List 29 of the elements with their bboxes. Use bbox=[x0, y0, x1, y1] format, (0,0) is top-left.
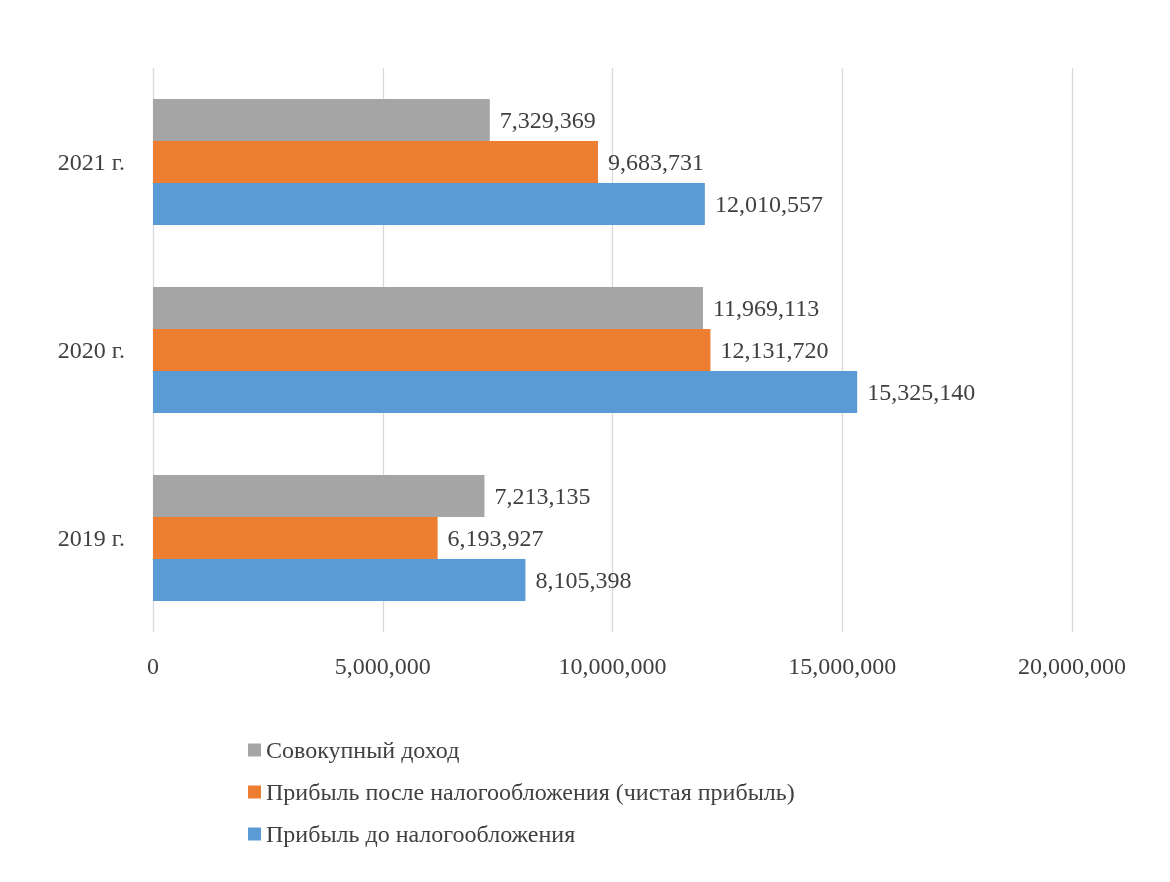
legend-label: Прибыль после налогообложения (чистая прибыль) bbox=[266, 779, 795, 805]
x-tick-label: 20,000,000 bbox=[1018, 653, 1126, 679]
bar bbox=[153, 517, 438, 559]
y-tick-label: 2021 г. bbox=[57, 149, 125, 175]
data-label: 7,329,369 bbox=[499, 107, 596, 133]
data-label: 12,131,720 bbox=[720, 337, 829, 363]
data-label: 9,683,731 bbox=[607, 149, 704, 175]
bar bbox=[153, 99, 490, 141]
data-label: 12,010,557 bbox=[714, 191, 823, 217]
data-label: 7,213,135 bbox=[494, 483, 591, 509]
bar bbox=[153, 475, 485, 517]
bar bbox=[153, 371, 858, 413]
bar bbox=[153, 287, 703, 329]
data-label: 8,105,398 bbox=[535, 567, 632, 593]
x-tick-label: 15,000,000 bbox=[788, 653, 897, 679]
x-tick-label: 5,000,000 bbox=[334, 653, 431, 679]
data-label: 6,193,927 bbox=[447, 525, 544, 551]
bar bbox=[153, 329, 711, 371]
x-tick-label: 0 bbox=[147, 653, 159, 679]
x-tick-label: 10,000,000 bbox=[558, 653, 667, 679]
data-label: 15,325,140 bbox=[867, 379, 976, 405]
legend-label: Прибыль до налогообложения bbox=[266, 821, 576, 847]
y-tick-label: 2020 г. bbox=[57, 337, 125, 363]
bar bbox=[153, 183, 705, 225]
legend-label: Совокупный доход bbox=[266, 737, 460, 763]
y-tick-label: 2019 г. bbox=[57, 525, 125, 551]
data-label: 11,969,113 bbox=[712, 295, 820, 321]
bar bbox=[153, 559, 526, 601]
bar bbox=[153, 141, 598, 183]
